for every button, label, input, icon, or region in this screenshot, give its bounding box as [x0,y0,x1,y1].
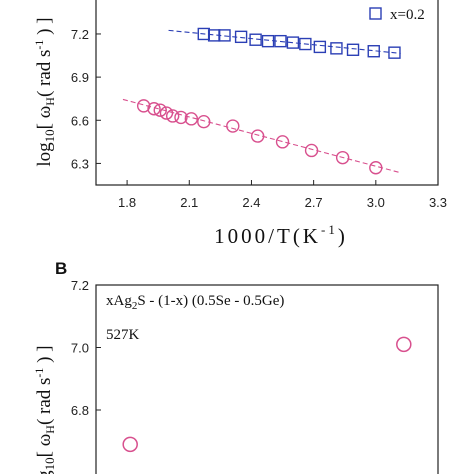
x-tick-label: 1.8 [118,195,136,210]
panel-a-y-axis-title: log10[ ωH( rad s-1 ) ] [32,17,57,166]
data-point-circle [122,436,138,453]
data-point-square [367,45,380,58]
panel-b-y-axis-title: log10[ ωH( rad s-1 ) ] [32,345,57,474]
y-tick-label: 7.0 [71,341,89,356]
data-point-circle [250,129,265,143]
data-point-square [286,36,300,49]
panel-a-ticks: 1.8 2.1 2.4 2.7 3.0 3.3 6.3 6.6 6.9 7.2 [71,27,447,210]
data-point-circle [174,110,188,125]
x-tick-label: 3.3 [429,195,447,210]
data-point-circle [304,143,319,158]
data-point-circle [153,103,167,117]
panel-a-fit-lines [122,29,401,174]
data-point-square [261,34,275,48]
panel-b-plot-frame [95,284,439,474]
y-tick-label: 6.8 [71,403,89,418]
data-point-circle [184,112,199,126]
data-point-circle [136,99,151,113]
data-point-square [330,42,343,55]
data-point-square [313,40,327,54]
y-tick-label: 6.9 [71,70,89,85]
panel-b-ticks: 6.8 7.0 7.2 [71,278,101,418]
fit-line-series-0 [168,29,401,54]
data-point-circle [226,119,240,133]
data-point-circle [147,102,161,116]
panel-b-letter: B [55,259,67,278]
data-point-square [346,43,360,56]
data-point-circle [396,336,412,353]
data-point-square [234,30,248,44]
data-point-square [218,29,231,42]
x-tick-label: 3.0 [367,195,385,210]
panel-b-markers [122,336,412,453]
fit-line-series-1 [122,98,401,174]
legend-marker-square [369,7,382,20]
panel-b-annotation-composition: xAg2S - (1-x) (0.5Se - 0.5Ge) [106,293,284,312]
data-point-circle [159,106,174,120]
panel-a-x-axis-title: 1000/T(K-1) [214,222,348,248]
panel-a: 1.8 2.1 2.4 2.7 3.0 3.3 6.3 6.6 6.9 7.2 x=0.2 log… [32,0,447,248]
data-point-square [388,46,401,59]
panel-b-annotation-temperature: 527K [106,327,140,343]
data-point-circle [335,150,350,165]
panel-b: B 6.8 7.0 7.2 xAg2S - (1-x) (0.5Se - 0.5Ge… [32,259,439,474]
x-tick-label: 2.7 [305,195,323,210]
y-tick-label: 6.6 [71,113,89,128]
data-point-square [249,33,262,46]
data-point-circle [197,115,211,129]
data-point-square [274,34,287,48]
data-point-circle [165,109,180,123]
y-tick-label: 6.3 [71,156,89,171]
legend-label: x=0.2 [390,7,425,23]
data-point-square [299,37,312,51]
panel-a-plot-frame [95,0,439,186]
y-tick-label: 7.2 [71,27,89,42]
data-point-circle [275,135,290,149]
x-tick-label: 2.4 [242,195,260,210]
panel-a-markers [136,27,401,175]
legend: x=0.2 [369,7,425,23]
y-tick-label: 7.2 [71,278,89,293]
data-point-circle [369,161,383,175]
x-tick-label: 2.1 [180,195,198,210]
